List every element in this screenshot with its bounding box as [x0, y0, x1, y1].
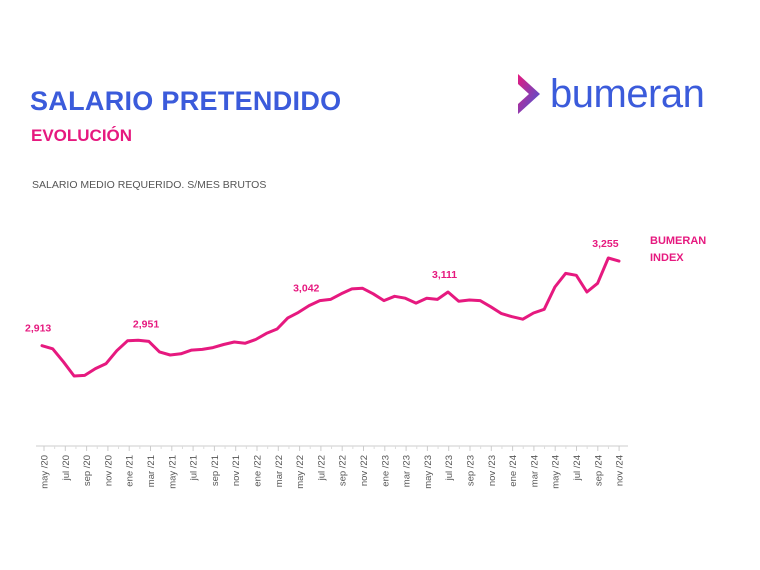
- x-tick-label: nov /23: [487, 455, 498, 486]
- x-tick-label: nov /24: [615, 455, 626, 486]
- series-name-line-1: BUMERAN: [650, 235, 706, 247]
- x-tick-label: mar /24: [529, 455, 540, 487]
- x-tick-label: jul /21: [189, 455, 200, 481]
- brand-logo: bumeran: [512, 70, 705, 118]
- chart-subtitle: EVOLUCIÓN: [31, 126, 133, 145]
- x-tick-label: may /24: [551, 455, 562, 489]
- x-tick-label: ene /21: [125, 455, 136, 487]
- data-label-0: 2,913: [25, 323, 51, 335]
- series-name-line-2: INDEX: [650, 252, 684, 264]
- bumeran-chevron-icon: [518, 74, 540, 114]
- x-tick-label: mar /21: [146, 455, 157, 487]
- x-tick-label: nov /21: [231, 455, 242, 486]
- x-tick-label: sep /22: [338, 455, 349, 486]
- data-label-1: 2,951: [133, 318, 159, 330]
- x-tick-label: nov /22: [359, 455, 370, 486]
- x-tick-label: sep /20: [82, 455, 93, 486]
- x-tick-label: may /21: [167, 455, 178, 489]
- data-label-3: 3,111: [432, 269, 457, 281]
- x-tick-label: mar /22: [274, 455, 285, 487]
- x-tick-label: sep /24: [593, 455, 604, 486]
- data-label-2: 3,042: [293, 283, 319, 295]
- x-tick-label: ene /23: [380, 455, 391, 487]
- data-label-4: 3,255: [592, 238, 618, 250]
- x-tick-label: sep /21: [210, 455, 221, 486]
- x-tick-label: jul /20: [61, 455, 72, 481]
- x-tick-label: ene /22: [253, 455, 264, 487]
- chart-title: SALARIO PRETENDIDO: [30, 86, 342, 116]
- x-tick-label: ene /24: [508, 455, 519, 487]
- x-tick-label: may /22: [295, 455, 306, 489]
- x-tick-label: may /23: [423, 455, 434, 489]
- x-tick-label: jul /24: [572, 455, 583, 481]
- series-line: [40, 256, 621, 378]
- x-tick-label: mar /23: [402, 455, 413, 487]
- y-axis-caption: SALARIO MEDIO REQUERIDO. S/MES BRUTOS: [32, 179, 267, 191]
- logo-wordmark: bumeran: [550, 72, 705, 116]
- x-tick-label: may /20: [40, 455, 51, 489]
- x-tick-label: jul /23: [444, 455, 455, 481]
- x-tick-label: nov /20: [103, 455, 114, 486]
- x-tick-label: jul /22: [316, 455, 327, 481]
- x-tick-label: sep /23: [466, 455, 477, 486]
